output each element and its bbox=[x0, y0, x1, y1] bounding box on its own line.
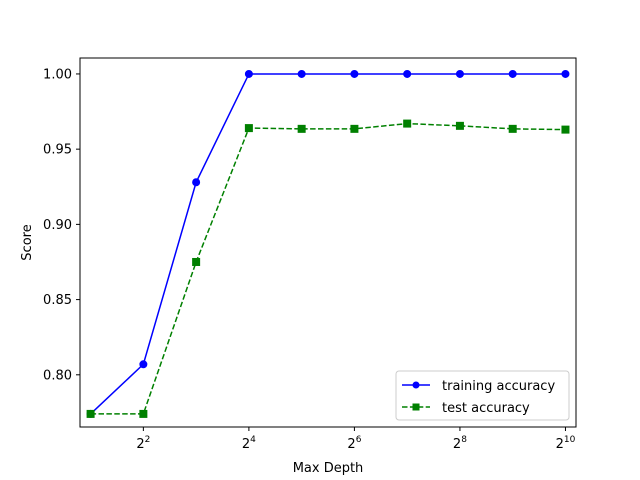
x-tick-label-base: 2 bbox=[242, 437, 250, 452]
legend-label-training: training accuracy bbox=[442, 379, 555, 394]
data-point-training bbox=[139, 360, 148, 369]
x-tick-label: 24 bbox=[242, 435, 256, 452]
x-tick-label-base: 2 bbox=[136, 437, 144, 452]
data-point-test bbox=[403, 119, 412, 128]
series-line-test bbox=[90, 122, 566, 415]
plot-area bbox=[86, 69, 570, 418]
y-tick-label: 0.95 bbox=[43, 143, 72, 158]
x-axis-label: Max Depth bbox=[293, 461, 364, 476]
data-point-training bbox=[561, 69, 570, 78]
y-tick-label: 1.00 bbox=[43, 67, 72, 82]
x-tick-label-exponent: 10 bbox=[564, 435, 576, 445]
legend-frame bbox=[395, 370, 570, 421]
legend-label-test: test accuracy bbox=[442, 401, 530, 416]
data-point-test bbox=[86, 409, 95, 418]
data-point-test bbox=[455, 121, 464, 130]
legend-swatch-training-marker bbox=[412, 381, 420, 389]
x-tick-label-base: 2 bbox=[347, 437, 355, 452]
data-point-test bbox=[244, 124, 253, 133]
y-axis-label: Score bbox=[20, 224, 35, 260]
x-tick-label-exponent: 6 bbox=[356, 435, 362, 445]
data-point-test bbox=[297, 124, 306, 133]
data-point-test bbox=[139, 409, 148, 418]
series-line-training bbox=[90, 73, 566, 415]
x-tick-label-base: 2 bbox=[556, 437, 564, 452]
data-point-training bbox=[297, 69, 306, 78]
x-tick-label: 26 bbox=[347, 435, 361, 452]
x-tick-label-base: 2 bbox=[453, 437, 461, 452]
x-tick-label-exponent: 4 bbox=[250, 435, 256, 445]
x-tick-label: 28 bbox=[453, 435, 467, 452]
data-point-training bbox=[244, 69, 253, 78]
data-point-test bbox=[192, 257, 201, 266]
legend: training accuracy test accuracy bbox=[395, 370, 570, 421]
y-axis: 0.80 0.85 0.90 0.95 1.00 bbox=[43, 67, 80, 383]
x-axis: 22 24 26 28 210 bbox=[136, 427, 576, 452]
x-tick-label-exponent: 8 bbox=[461, 435, 467, 445]
data-point-training bbox=[455, 69, 464, 78]
data-point-test bbox=[350, 124, 359, 133]
data-point-test bbox=[508, 124, 517, 133]
x-tick-label: 22 bbox=[136, 435, 150, 452]
y-tick-label: 0.85 bbox=[43, 293, 72, 308]
data-point-training bbox=[192, 178, 201, 187]
data-point-test bbox=[561, 125, 570, 134]
axes-frame bbox=[79, 57, 577, 428]
data-point-training bbox=[350, 69, 359, 78]
x-tick-label: 210 bbox=[556, 435, 576, 452]
data-point-training bbox=[508, 69, 517, 78]
x-tick-label-exponent: 2 bbox=[145, 435, 151, 445]
y-tick-label: 0.80 bbox=[43, 368, 72, 383]
data-point-training bbox=[403, 69, 412, 78]
legend-swatch-test-marker bbox=[412, 403, 420, 411]
y-tick-label: 0.90 bbox=[43, 218, 72, 233]
